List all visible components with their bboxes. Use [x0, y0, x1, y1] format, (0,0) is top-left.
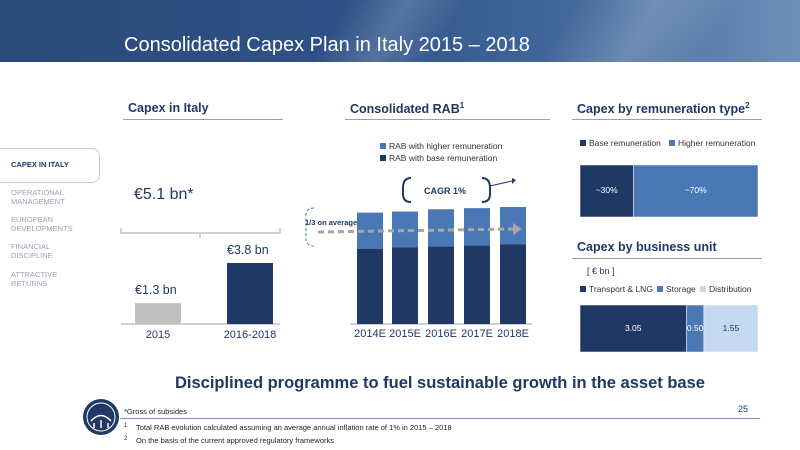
nav-item-financial-discipline[interactable]: FINANCIAL DISCIPLINE	[11, 242, 53, 260]
headline: Disciplined programme to fuel sustainabl…	[175, 374, 705, 392]
section-title-remuneration: Capex by remuneration type2	[577, 101, 750, 117]
section-title-business-unit: Capex by business unit	[577, 240, 717, 254]
header-banner: Consolidated Capex Plan in Italy 2015 – …	[0, 0, 800, 62]
legend-swatch	[700, 286, 706, 292]
page-number: 25	[738, 404, 749, 414]
x-tick-label: 2015	[145, 329, 171, 341]
x-tick-label: 2014E	[354, 328, 386, 340]
legend-swatch	[580, 286, 586, 292]
capex-bar	[227, 263, 273, 324]
legend-item-higher: RAB with higher remuneration	[380, 141, 502, 151]
stacked-segment	[633, 164, 759, 218]
rab-base-bar	[392, 247, 418, 324]
legend-swatch	[669, 140, 675, 146]
rab-higher-bar	[464, 208, 490, 246]
segment-label: 3.05	[624, 322, 642, 333]
x-tick-label: 2017E	[461, 328, 493, 340]
section-title-consolidated-rab: Consolidated RAB1	[350, 101, 465, 117]
rab-base-bar	[464, 245, 490, 324]
footnote-1-marker: 1	[124, 423, 128, 429]
segment-label: 1.55	[722, 322, 740, 333]
segment-label: 0.50	[686, 322, 704, 333]
section-divider	[572, 258, 762, 259]
rab-base-bar	[357, 248, 383, 324]
cagr-label: CAGR 1%	[424, 186, 467, 196]
x-tick-label: 2015E	[389, 328, 421, 340]
capex-bar	[135, 303, 181, 324]
stacked-segment	[579, 164, 634, 218]
rab-base-bar	[428, 246, 454, 324]
footnote-2: On the basis of the current approved reg…	[136, 436, 335, 445]
third-average-label: 1/3 on average	[305, 218, 358, 227]
section-divider	[572, 119, 762, 120]
cagr-arrowhead	[512, 178, 516, 184]
segment-label: ~70%	[684, 185, 707, 195]
segment-label: ~30%	[595, 185, 618, 195]
nav-item-operational-management[interactable]: OPERATIONAL MANAGEMENT	[11, 188, 65, 206]
legend-swatch	[380, 143, 386, 149]
stacked-segment	[579, 304, 687, 353]
footer-divider	[120, 418, 760, 419]
legend-swatch	[580, 140, 586, 146]
legend-item-base: RAB with base remuneration	[380, 153, 497, 163]
legend-swatch	[380, 155, 386, 161]
legend-item-transport: Transport & LNG	[580, 284, 653, 294]
nav-item-european-developments[interactable]: EUROPEAN DEVELOPMENTS	[11, 215, 73, 233]
snam-logo-icon	[83, 399, 119, 435]
trend-arrowhead	[513, 223, 522, 235]
slide-title: Consolidated Capex Plan in Italy 2015 – …	[124, 34, 530, 56]
footnote-1: Total RAB evolution calculated assuming …	[136, 423, 452, 432]
nav-item-capex-italy[interactable]: CAPEX IN ITALY	[11, 160, 69, 169]
x-tick-label: 2016-2018	[223, 329, 277, 341]
nav-active-bracket	[0, 148, 100, 183]
legend-item-base-remuneration: Base remuneration	[580, 138, 661, 148]
footnote-2-marker: 2	[124, 436, 128, 442]
bar-value-label: €3.8 bn	[227, 243, 269, 257]
unit-label: [ € bn ]	[587, 266, 615, 276]
capex-total-label: €5.1 bn*	[134, 186, 194, 203]
trend-arrow	[317, 227, 515, 234]
legend-swatch	[657, 286, 663, 292]
section-divider	[123, 119, 283, 120]
footnote-gross: *Gross of subsides	[124, 407, 187, 416]
cagr-arrow	[489, 180, 513, 187]
legend-item-storage: Storage	[657, 284, 696, 294]
nav-item-attractive-returns[interactable]: ATTRACTIVE RETURNS	[11, 270, 58, 288]
stacked-segment	[703, 304, 759, 353]
legend-item-distribution: Distribution	[700, 284, 752, 294]
x-tick-label: 2016E	[425, 328, 457, 340]
bar-value-label: €1.3 bn	[135, 283, 177, 298]
legend-item-higher-remuneration: Higher remuneration	[669, 138, 755, 148]
rab-base-bar	[500, 244, 526, 324]
total-brace	[120, 228, 281, 238]
rab-higher-bar	[428, 209, 454, 247]
section-title-capex-italy: Capex in Italy	[128, 101, 209, 115]
cagr-bracket-left	[402, 177, 412, 203]
section-divider	[345, 119, 550, 120]
x-tick-label: 2018E	[497, 328, 529, 340]
cagr-bracket-right	[481, 177, 491, 203]
